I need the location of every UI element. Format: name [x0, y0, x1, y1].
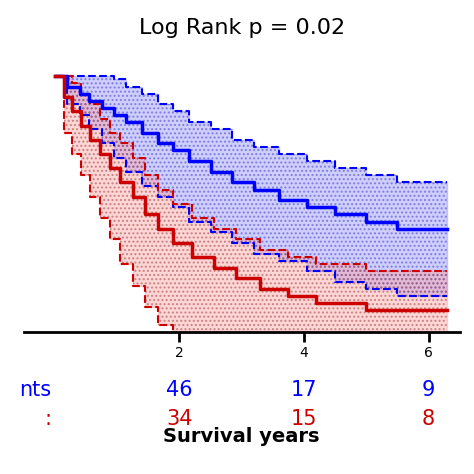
Text: 9: 9	[422, 380, 435, 400]
Text: 15: 15	[291, 409, 317, 428]
Text: 17: 17	[291, 380, 317, 400]
X-axis label: Survival years: Survival years	[164, 427, 320, 446]
Title: Log Rank p = 0.02: Log Rank p = 0.02	[139, 18, 345, 37]
Text: 8: 8	[422, 409, 435, 428]
Text: nts: nts	[19, 380, 52, 400]
Text: 34: 34	[166, 409, 193, 428]
Text: :: :	[45, 409, 52, 428]
Text: 46: 46	[166, 380, 193, 400]
